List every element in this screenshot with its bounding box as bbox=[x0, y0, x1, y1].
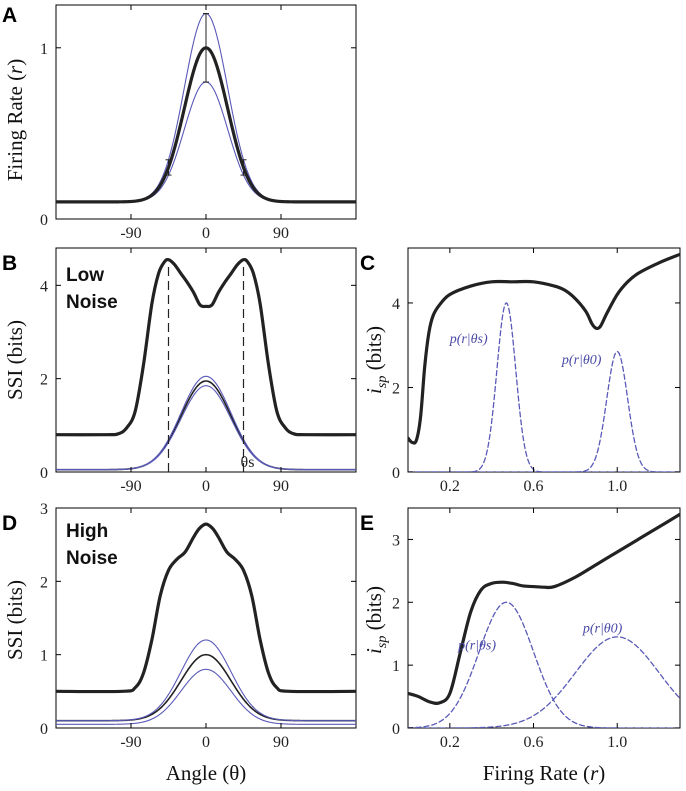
x-tick-label-e: 1.0 bbox=[607, 734, 627, 751]
x-axis-title-d: Angle (θ) bbox=[166, 761, 247, 785]
y-tick-label-c: 2 bbox=[392, 380, 400, 397]
series-isp-low-noise bbox=[408, 252, 680, 445]
series-tuning-mean-scaled bbox=[56, 380, 356, 471]
distribution-label: p(r|θ0) bbox=[582, 621, 623, 636]
noise-label-b-line2: Noise bbox=[66, 292, 118, 313]
marks-b: -90 0 90 0 2 4 θs bbox=[40, 248, 356, 495]
marks-a: -90 0 90 0 1 bbox=[40, 5, 356, 242]
x-tick-label-a: 90 bbox=[273, 225, 289, 242]
y-tick-label-d: 2 bbox=[40, 574, 48, 591]
panel-a: A Firing Rate (r) -90 0 90 0 1 bbox=[2, 4, 357, 242]
y-tick-label-a: 1 bbox=[40, 41, 48, 58]
curves-c bbox=[408, 252, 680, 472]
y-tick-label-e: 3 bbox=[392, 532, 400, 549]
series-tuning-lower-scaled bbox=[56, 385, 356, 471]
x-tick-label-d: 90 bbox=[273, 734, 289, 751]
y-axis-title-c: isp (bits) bbox=[362, 326, 390, 394]
panel-b: B Low Noise SSI (bits) -90 0 90 0 2 4 θs bbox=[2, 247, 357, 495]
y-tick-label-a: 0 bbox=[40, 212, 48, 229]
panel-c: C isp (bits) 0.2 0.6 1.0 0 2 4 p(r|θs) p(r|θ0) bbox=[360, 247, 681, 495]
y-tick-label-e: 2 bbox=[392, 595, 400, 612]
series-SSI-low-noise bbox=[56, 257, 356, 437]
y-tick-label-e: 0 bbox=[392, 721, 400, 738]
y-tick-label-d: 3 bbox=[40, 501, 48, 518]
x-tick-label-d: 0 bbox=[202, 734, 210, 751]
series-p-r-theta-s bbox=[408, 302, 680, 472]
series-tuning-upper-scaled bbox=[56, 375, 356, 471]
y-tick-label-b: 4 bbox=[40, 278, 48, 295]
x-axis-title-e: Firing Rate (r) bbox=[483, 761, 606, 785]
distribution-label: p(r|θs) bbox=[449, 332, 488, 347]
series-tuning-upper bbox=[56, 639, 356, 722]
y-tick-label-b: 0 bbox=[40, 465, 48, 482]
series-SSI-high-noise bbox=[56, 522, 356, 694]
x-tick-label-b: 0 bbox=[202, 478, 210, 495]
series-tuning-mean bbox=[56, 653, 356, 722]
panel-e: E isp (bits) Firing Rate (r) 0.2 0.6 1.0 0 1… bbox=[360, 507, 681, 785]
series-isp-high-noise bbox=[408, 512, 680, 705]
y-tick-label-d: 1 bbox=[40, 648, 48, 665]
curves-b bbox=[56, 257, 356, 471]
x-tick-label-d: -90 bbox=[120, 734, 141, 751]
y-tick-label-e: 1 bbox=[392, 658, 400, 675]
series-tuning-lower bbox=[56, 81, 356, 203]
plot-frame-c bbox=[407, 247, 681, 473]
panel-label-a: A bbox=[2, 4, 17, 27]
x-tick-label-e: 0.2 bbox=[440, 734, 460, 751]
x-tick-label-c: 0.2 bbox=[440, 478, 460, 495]
y-axis-title-b: SSI (bits) bbox=[3, 320, 27, 400]
series-p-r-theta-0 bbox=[408, 636, 680, 728]
x-tick-label-a: 0 bbox=[202, 225, 210, 242]
x-tick-label-b: 90 bbox=[273, 478, 289, 495]
theta-s-label: θs bbox=[241, 454, 255, 471]
x-tick-label-c: 0.6 bbox=[524, 478, 544, 495]
series-p-r-theta-s bbox=[408, 601, 680, 728]
marks-d: -90 0 90 0 1 2 3 bbox=[40, 501, 356, 751]
series-tuning-lower bbox=[56, 668, 356, 725]
y-tick-label-c: 4 bbox=[392, 296, 400, 313]
series-p-r-theta-0 bbox=[408, 350, 680, 472]
panel-label-c: C bbox=[360, 252, 375, 275]
x-tick-label-c: 1.0 bbox=[607, 478, 627, 495]
noise-label-d-line2: Noise bbox=[66, 548, 118, 569]
y-axis-title-a: Firing Rate (r) bbox=[3, 59, 27, 182]
distribution-label: p(r|θ0) bbox=[561, 353, 602, 368]
panel-d: D High Noise SSI (bits) Angle (θ) -90 0 90… bbox=[2, 501, 357, 785]
x-tick-label-b: -90 bbox=[120, 478, 141, 495]
y-axis-title-e: isp (bits) bbox=[362, 586, 390, 654]
y-tick-label-c: 0 bbox=[392, 465, 400, 482]
distribution-label: p(r|θs) bbox=[457, 638, 496, 653]
noise-label-d-line1: High bbox=[66, 521, 108, 542]
curves-e bbox=[408, 512, 680, 728]
y-axis-title-d: SSI (bits) bbox=[3, 580, 27, 660]
x-tick-label-e: 0.6 bbox=[524, 734, 544, 751]
y-tick-label-b: 2 bbox=[40, 372, 48, 389]
noise-label-b-line1: Low bbox=[66, 265, 104, 286]
y-tick-label-d: 0 bbox=[40, 721, 48, 738]
marks-e: 0.2 0.6 1.0 0 1 2 3 p(r|θs) p(r|θ0) bbox=[392, 508, 680, 751]
panel-label-b: B bbox=[2, 252, 17, 275]
plot-frame-e bbox=[407, 507, 681, 729]
x-tick-label-a: -90 bbox=[120, 225, 141, 242]
curves-d bbox=[56, 522, 356, 725]
panel-label-e: E bbox=[360, 512, 374, 535]
panel-label-d: D bbox=[2, 512, 17, 535]
marks-c: 0.2 0.6 1.0 0 2 4 p(r|θs) p(r|θ0) bbox=[392, 248, 680, 495]
